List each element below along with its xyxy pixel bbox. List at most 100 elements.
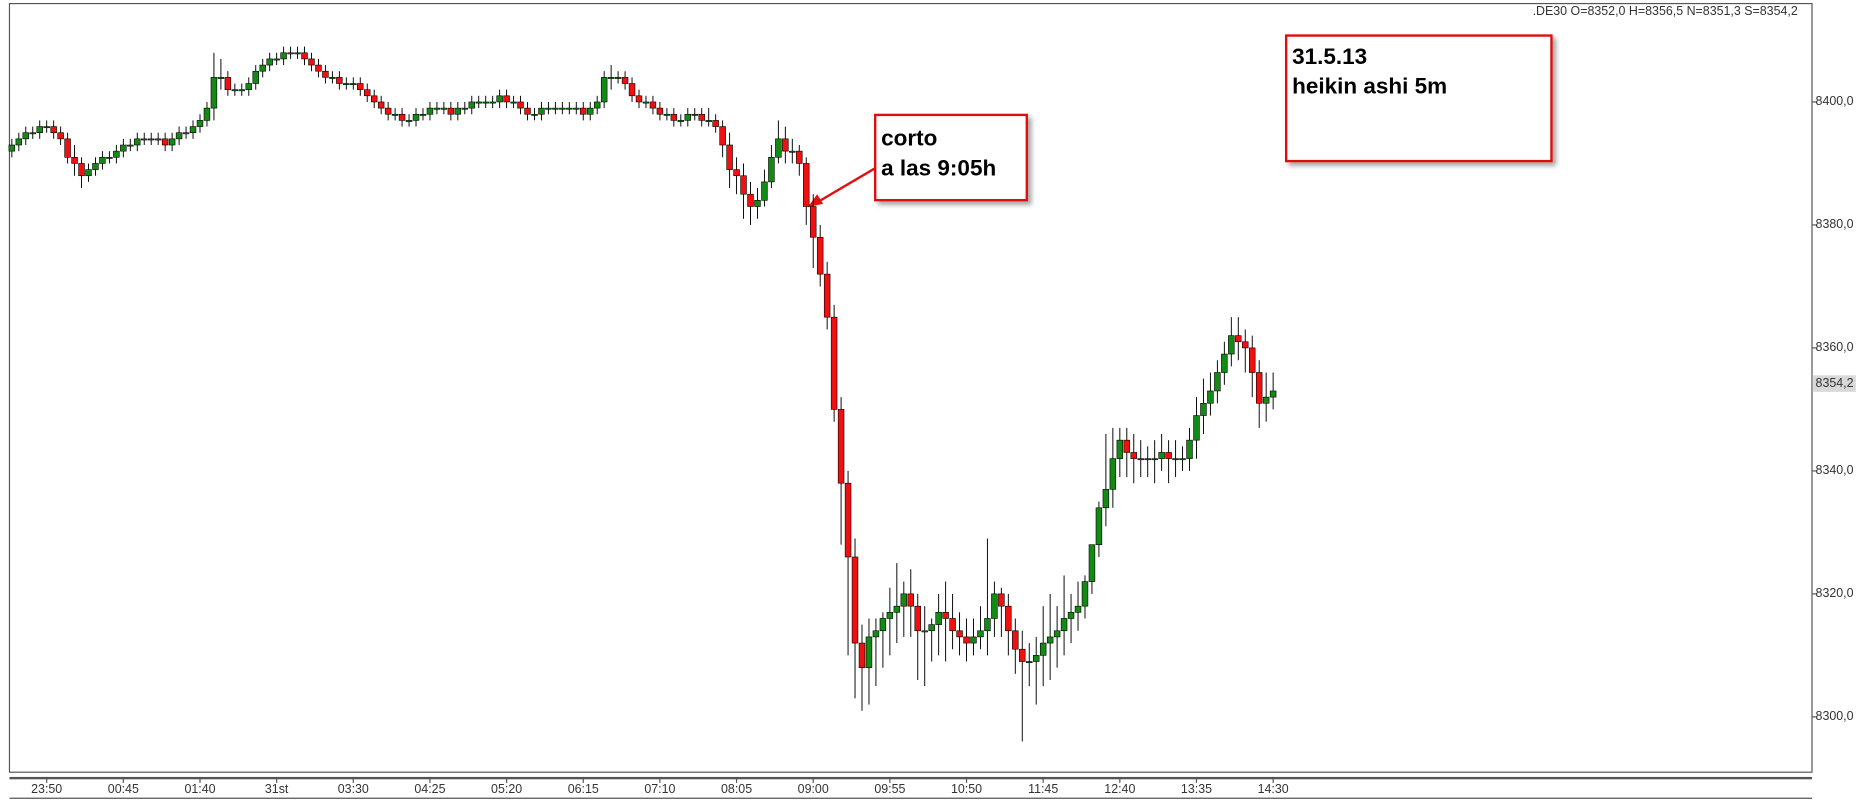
x-tick-label: 23:50 [31, 782, 62, 796]
candle-body [628, 83, 636, 97]
candle-body [712, 120, 719, 127]
candle-body [991, 593, 998, 619]
candle-body [1067, 612, 1075, 619]
candle-body [705, 120, 712, 122]
x-tick-label: 12:40 [1104, 782, 1135, 796]
candle-body [1012, 630, 1019, 650]
candle-body [78, 163, 85, 177]
candle-body [71, 157, 78, 164]
candle-body [175, 132, 183, 140]
candle-body [656, 107, 664, 115]
candle-body [322, 70, 329, 78]
candle-body [566, 107, 573, 110]
x-tick-label: 13:35 [1181, 782, 1212, 796]
candle-body [830, 316, 838, 410]
candle-body [1193, 415, 1200, 441]
candle-body [57, 132, 64, 140]
candle-body [113, 150, 120, 158]
candle-body [935, 612, 942, 625]
candle-body [984, 618, 991, 632]
candle-body [161, 138, 169, 146]
candle-body [468, 101, 475, 109]
candle-body [433, 107, 441, 110]
candle-body [1005, 605, 1012, 632]
candle-body [1088, 544, 1096, 582]
candle-body [726, 144, 733, 170]
candle-body [747, 193, 754, 207]
x-tick-label: 09:55 [874, 782, 905, 796]
candle-body [475, 101, 482, 104]
axis-strip-line [9, 776, 1812, 780]
candle-body [134, 138, 141, 146]
candle-body [1144, 458, 1151, 461]
candle-body [761, 181, 768, 201]
candle-body [273, 58, 280, 61]
candle-body [809, 206, 817, 238]
candle-body [928, 624, 935, 632]
candle-body [210, 77, 218, 109]
candle-body [517, 101, 524, 109]
candle-body [503, 95, 510, 103]
candle-body [677, 120, 685, 122]
candle-body [1242, 341, 1249, 349]
candle-body [872, 630, 880, 638]
x-tick-label: 08:05 [721, 782, 752, 796]
candle-body [120, 144, 127, 152]
candle-body [8, 144, 16, 152]
candle-body [482, 101, 489, 104]
candle-body [217, 77, 225, 79]
candle-body [796, 150, 803, 164]
candle-body [196, 120, 204, 127]
candle-body [1249, 347, 1256, 373]
candle-body [1221, 353, 1228, 373]
annotation-text: a las 9:05h [881, 155, 996, 180]
candle-body [412, 113, 420, 121]
candles [8, 46, 1277, 742]
candle-body [510, 101, 517, 104]
candle-body [1053, 630, 1061, 638]
candle-body [301, 52, 308, 60]
candle-body [663, 113, 671, 116]
candle-body [1214, 372, 1221, 392]
candle-body [147, 138, 155, 141]
candle-body [775, 138, 782, 158]
candle-body [1207, 390, 1214, 404]
candle-body [1123, 439, 1131, 453]
candle-body [36, 126, 43, 134]
candle-body [364, 89, 371, 97]
candle-body [768, 157, 775, 183]
candle-body [15, 138, 23, 146]
candle-body [336, 77, 343, 84]
candle-body [607, 77, 615, 79]
candle-body [357, 83, 364, 90]
candle-body [454, 107, 462, 115]
y-tick-label: 8400,0 [1816, 94, 1854, 108]
candle-body [593, 101, 601, 109]
annotation-date: 31.5.13 heikin ashi 5m [1284, 34, 1553, 163]
annotation-text: 31.5.13 [1292, 44, 1367, 69]
candle-body [670, 113, 678, 121]
candle-body [559, 107, 566, 110]
candle-body [294, 52, 301, 55]
candle-body [851, 556, 859, 644]
candle-body [203, 107, 211, 121]
candle-body [684, 113, 692, 121]
candle-body [1186, 439, 1193, 459]
candle-body [963, 636, 970, 644]
y-tick-label: 8380,0 [1816, 217, 1854, 231]
candle-body [844, 482, 852, 558]
candle-body [266, 58, 273, 66]
candle-body [154, 138, 162, 141]
candle-body [308, 58, 315, 66]
candle-body [1269, 390, 1277, 398]
candle-body [1039, 642, 1047, 656]
candle-body [22, 132, 30, 140]
x-tick-label: 01:40 [184, 782, 215, 796]
candle-body [343, 83, 350, 85]
x-tick-label: 09:00 [798, 782, 829, 796]
candle-body [914, 605, 921, 632]
annotation-box [874, 113, 1028, 202]
arrow-head [807, 194, 824, 208]
candle-body [1262, 396, 1270, 404]
